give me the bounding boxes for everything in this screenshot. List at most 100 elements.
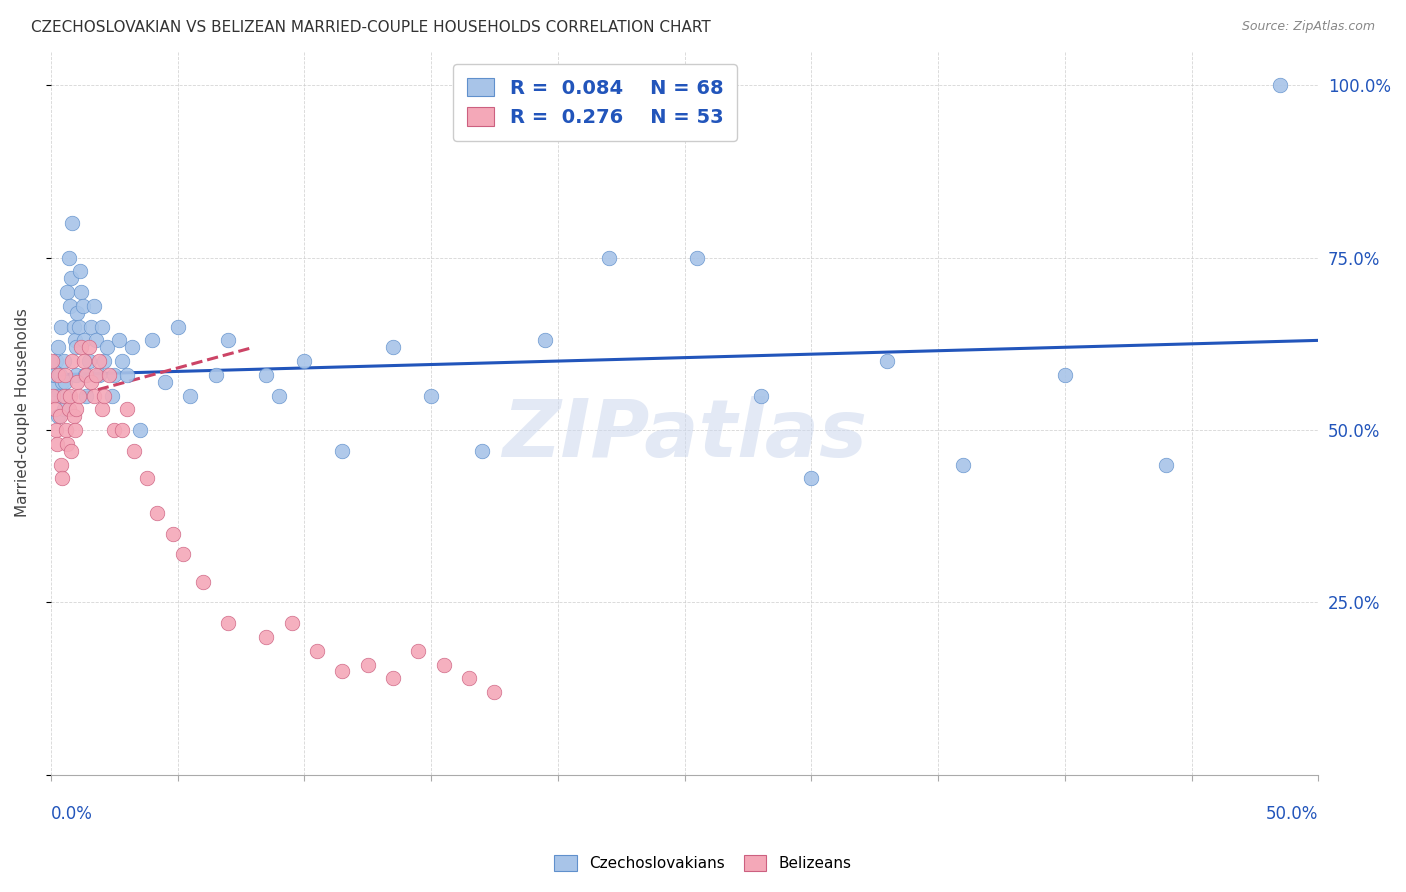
Point: [1270, 78, 1292, 92]
Point: [115, 402, 138, 417]
Point: [60, 443, 83, 458]
Point: [172, 547, 194, 561]
Text: ZIPatlas: ZIPatlas: [502, 395, 868, 474]
Point: [49, 319, 72, 334]
Point: [44, 368, 66, 382]
Point: [69, 264, 91, 278]
Point: [51, 375, 73, 389]
Point: [90, 319, 112, 334]
Point: [115, 368, 138, 382]
Point: [77, 340, 100, 354]
Point: [103, 423, 125, 437]
Point: [179, 388, 201, 402]
Point: [53, 368, 76, 382]
Text: 50.0%: 50.0%: [1265, 805, 1319, 823]
Point: [280, 616, 302, 631]
Legend: R =  0.084    N = 68, R =  0.276    N = 53: R = 0.084 N = 68, R = 0.276 N = 53: [454, 64, 737, 141]
Point: [65, 402, 87, 417]
Point: [433, 657, 456, 672]
Text: CZECHOSLOVAKIAN VS BELIZEAN MARRIED-COUPLE HOUSEHOLDS CORRELATION CHART: CZECHOSLOVAKIAN VS BELIZEAN MARRIED-COUP…: [31, 20, 710, 35]
Point: [60, 216, 83, 230]
Point: [103, 368, 125, 382]
Point: [59, 388, 82, 402]
Point: [41, 354, 63, 368]
Point: [254, 368, 277, 382]
Text: Source: ZipAtlas.com: Source: ZipAtlas.com: [1241, 20, 1375, 33]
Point: [93, 354, 115, 368]
Point: [80, 375, 103, 389]
Point: [46, 437, 69, 451]
Point: [65, 340, 87, 354]
Point: [305, 644, 328, 658]
Point: [42, 382, 65, 396]
Point: [749, 388, 772, 402]
Point: [382, 671, 405, 685]
Point: [420, 388, 443, 402]
Point: [83, 299, 105, 313]
Point: [63, 423, 86, 437]
Point: [357, 657, 380, 672]
Point: [67, 388, 90, 402]
Point: [45, 354, 67, 368]
Point: [75, 388, 97, 402]
Point: [267, 388, 290, 402]
Point: [90, 402, 112, 417]
Point: [48, 409, 70, 424]
Point: [217, 616, 239, 631]
Point: [330, 665, 353, 679]
Point: [141, 334, 163, 348]
Point: [62, 319, 84, 334]
Point: [51, 471, 73, 485]
Point: [52, 388, 75, 402]
Point: [87, 368, 110, 382]
Point: [534, 334, 557, 348]
Point: [73, 334, 96, 348]
Point: [70, 340, 93, 354]
Point: [46, 388, 69, 402]
Point: [800, 471, 823, 485]
Point: [121, 340, 143, 354]
Point: [111, 423, 134, 437]
Point: [217, 334, 239, 348]
Point: [153, 375, 176, 389]
Point: [59, 299, 82, 313]
Point: [166, 319, 188, 334]
Point: [96, 340, 118, 354]
Point: [136, 471, 159, 485]
Point: [471, 443, 494, 458]
Point: [952, 458, 974, 472]
Point: [70, 285, 93, 299]
Point: [53, 375, 76, 389]
Point: [292, 354, 315, 368]
Point: [162, 526, 184, 541]
Point: [52, 354, 75, 368]
Point: [1154, 458, 1177, 472]
Point: [48, 340, 70, 354]
Point: [60, 354, 83, 368]
Point: [598, 251, 620, 265]
Point: [52, 402, 75, 417]
Point: [65, 368, 87, 382]
Point: [146, 506, 169, 520]
Point: [484, 685, 506, 699]
Point: [87, 354, 110, 368]
Point: [93, 388, 115, 402]
Point: [75, 368, 97, 382]
Point: [876, 354, 898, 368]
Point: [42, 388, 65, 402]
Point: [128, 423, 150, 437]
Point: [83, 388, 105, 402]
Point: [254, 630, 277, 644]
Point: [191, 574, 214, 589]
Point: [80, 319, 103, 334]
Point: [44, 402, 66, 417]
Point: [60, 271, 83, 285]
Point: [124, 443, 146, 458]
Point: [62, 409, 84, 424]
Point: [73, 354, 96, 368]
Point: [330, 443, 353, 458]
Point: [55, 388, 77, 402]
Point: [108, 334, 131, 348]
Point: [86, 334, 108, 348]
Point: [408, 644, 430, 658]
